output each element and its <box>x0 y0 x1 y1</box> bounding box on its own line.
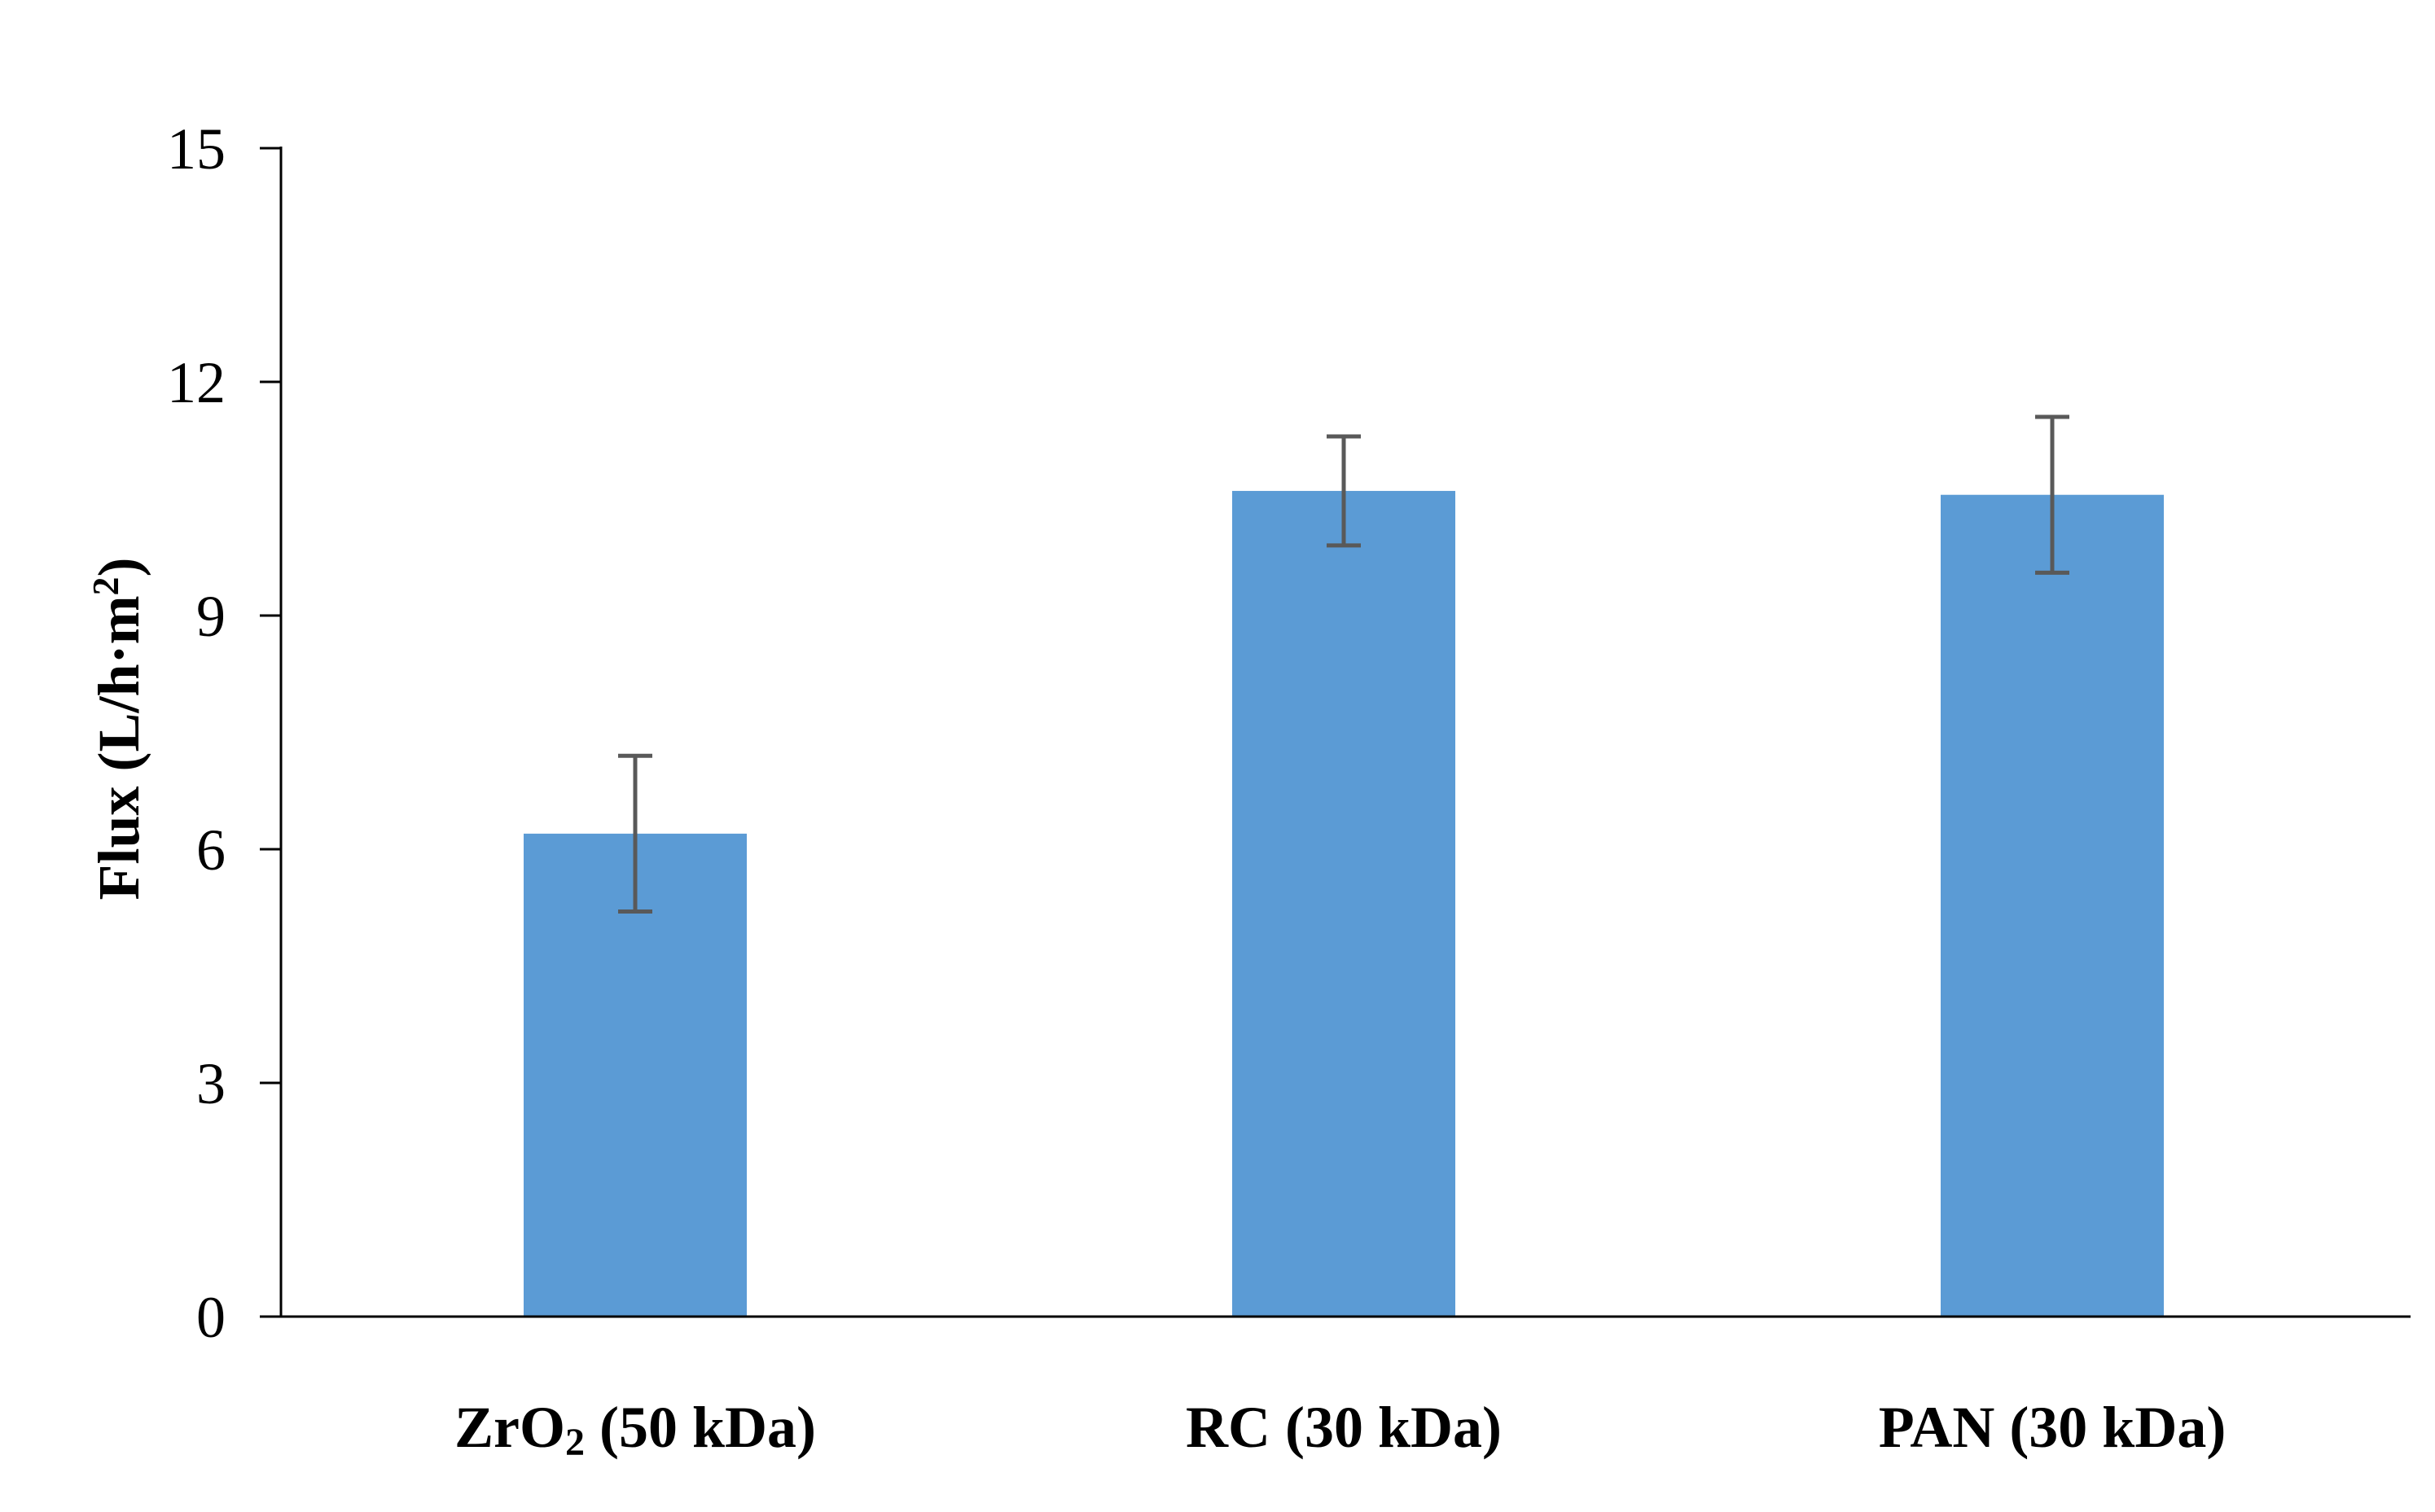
y-tick-label: 9 <box>196 584 226 649</box>
error-bar-2 <box>1327 434 1361 548</box>
y-axis-title-close: ) <box>86 557 151 576</box>
bar-2 <box>1232 490 1455 1317</box>
x-category-label: PAN (30 kDa) <box>1879 1395 2227 1460</box>
x-category-label-text: PAN (30 kDa) <box>1879 1395 2227 1460</box>
bar-3 <box>1941 494 2164 1317</box>
x-category-labels: ZrO2 (50 kDa) RC (30 kDa) PAN (30 kDa) <box>454 1395 2226 1464</box>
error-bar-3 <box>2035 414 2069 575</box>
y-tick-labels: 0 3 6 9 12 15 <box>167 116 226 1350</box>
y-axis-title-superscript: 2 <box>85 576 126 595</box>
y-tick-label: 0 <box>196 1285 226 1350</box>
bars-layer <box>524 490 2164 1317</box>
y-axis-title: Flux (L/h·m2) <box>85 557 152 900</box>
error-bars-layer <box>618 414 2069 914</box>
y-tick-label: 12 <box>167 350 226 415</box>
x-category-label-suffix: (50 kDa) <box>585 1395 816 1460</box>
y-tick-label: 15 <box>167 116 226 182</box>
axes-layer <box>260 147 2411 1318</box>
x-category-label-text: ZrO <box>454 1395 565 1460</box>
y-axis-title-main: Flux (L/h·m <box>86 595 151 900</box>
y-tick-label: 6 <box>196 817 226 883</box>
x-category-label-text: RC (30 kDa) <box>1186 1395 1502 1460</box>
x-category-label-subscript: 2 <box>565 1421 585 1464</box>
bar-1 <box>524 833 747 1317</box>
x-category-label: ZrO2 (50 kDa) <box>454 1395 816 1464</box>
error-bar-1 <box>618 753 652 914</box>
x-category-label: RC (30 kDa) <box>1186 1395 1502 1460</box>
y-tick-label: 3 <box>196 1051 226 1116</box>
